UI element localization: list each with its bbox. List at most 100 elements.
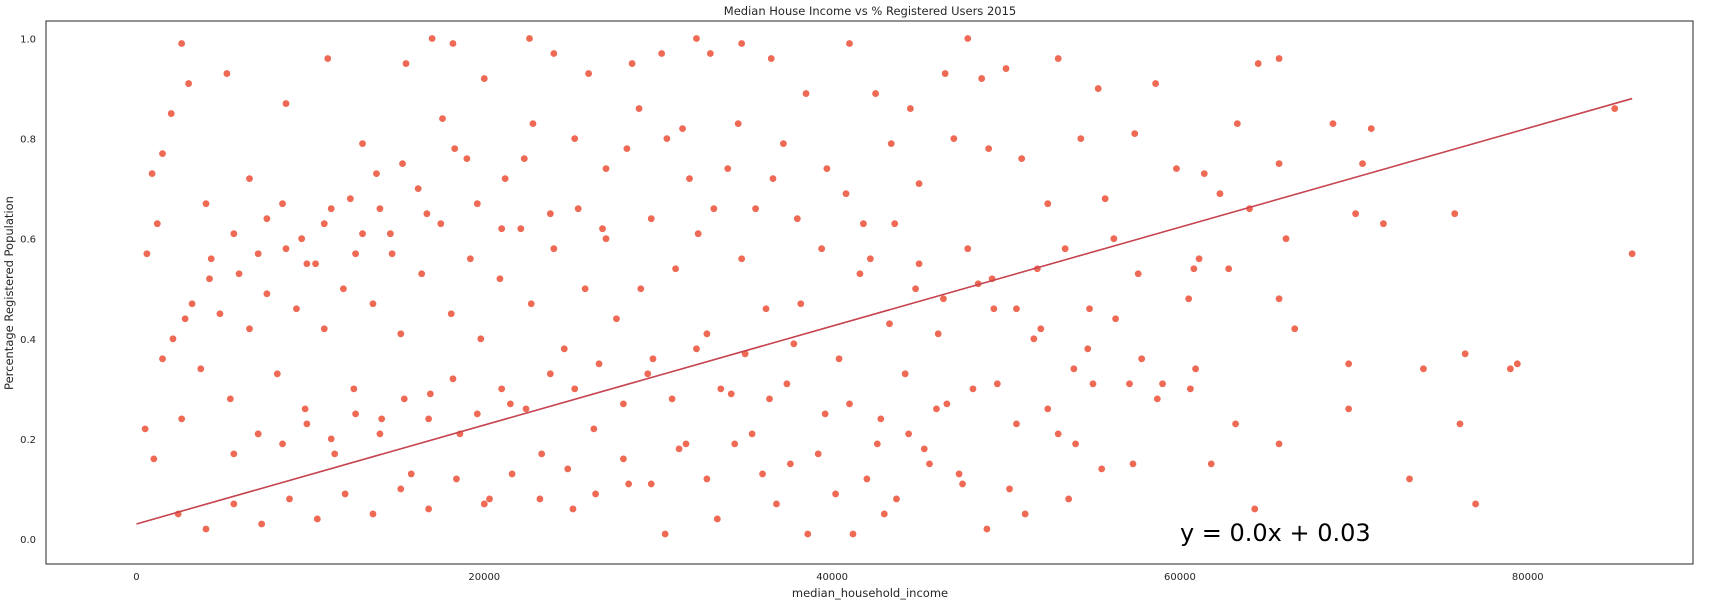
data-point bbox=[546, 210, 554, 218]
x-tick-label: 0 bbox=[133, 572, 139, 583]
data-point bbox=[298, 235, 306, 243]
data-point bbox=[169, 335, 177, 343]
data-point bbox=[178, 40, 186, 47]
data-point bbox=[602, 165, 610, 173]
data-point bbox=[498, 225, 506, 233]
data-point bbox=[846, 400, 853, 408]
data-point bbox=[1159, 380, 1166, 388]
data-point bbox=[964, 245, 972, 253]
data-point bbox=[1185, 295, 1193, 303]
data-point bbox=[303, 420, 311, 428]
data-point bbox=[1345, 360, 1353, 368]
data-point bbox=[620, 400, 627, 408]
data-point bbox=[1628, 250, 1636, 258]
data-point bbox=[1173, 165, 1180, 173]
data-point bbox=[477, 335, 485, 343]
chart-title: Median House Income vs % Registered User… bbox=[724, 4, 1016, 18]
data-point bbox=[1138, 355, 1146, 363]
data-point bbox=[1126, 380, 1133, 388]
data-point bbox=[414, 185, 422, 193]
data-point bbox=[658, 50, 666, 57]
data-point bbox=[985, 145, 993, 153]
data-point bbox=[581, 285, 589, 293]
data-point bbox=[1233, 120, 1241, 127]
data-point bbox=[1200, 170, 1208, 178]
data-point bbox=[849, 530, 857, 538]
x-tick-label: 40000 bbox=[816, 572, 848, 583]
y-tick-label: 0.2 bbox=[20, 435, 36, 446]
data-point bbox=[359, 140, 366, 148]
data-point bbox=[223, 70, 231, 77]
data-point bbox=[520, 155, 528, 163]
data-point bbox=[1044, 405, 1052, 413]
data-point bbox=[1275, 440, 1283, 448]
data-point bbox=[303, 260, 311, 268]
data-point bbox=[571, 385, 579, 393]
data-point bbox=[647, 215, 655, 223]
data-point bbox=[1101, 195, 1109, 203]
data-point bbox=[710, 205, 718, 213]
y-tick-label: 0.6 bbox=[20, 235, 36, 246]
data-point bbox=[762, 305, 770, 313]
data-point bbox=[920, 445, 928, 453]
data-point bbox=[282, 100, 290, 107]
regression-line bbox=[136, 97, 1633, 525]
data-point bbox=[293, 305, 300, 313]
regression-equation: y = 0.0x + 0.03 bbox=[1180, 519, 1371, 547]
data-point bbox=[602, 235, 610, 243]
data-point bbox=[246, 175, 253, 183]
data-point bbox=[439, 115, 446, 122]
data-point bbox=[185, 80, 193, 87]
data-point bbox=[522, 405, 530, 413]
data-point bbox=[1456, 420, 1464, 428]
data-point bbox=[529, 120, 537, 127]
data-point bbox=[141, 425, 149, 433]
data-point bbox=[263, 290, 271, 298]
y-tick-label: 0.0 bbox=[20, 535, 36, 546]
data-point bbox=[550, 245, 558, 253]
data-points bbox=[141, 35, 1636, 538]
data-point bbox=[526, 35, 533, 42]
data-point bbox=[1186, 385, 1194, 393]
data-point bbox=[282, 245, 290, 253]
data-point bbox=[1077, 135, 1085, 143]
x-tick-label: 20000 bbox=[468, 572, 500, 583]
data-point bbox=[402, 60, 410, 67]
data-point bbox=[818, 245, 826, 253]
data-point bbox=[501, 175, 509, 183]
data-point bbox=[613, 315, 620, 323]
data-point bbox=[955, 470, 963, 478]
data-point bbox=[428, 35, 436, 42]
data-point bbox=[373, 170, 380, 178]
data-point bbox=[1225, 265, 1233, 273]
data-point bbox=[783, 380, 791, 388]
data-point bbox=[486, 495, 493, 503]
data-point bbox=[872, 90, 879, 97]
data-point bbox=[1451, 210, 1459, 218]
data-point bbox=[1345, 405, 1353, 413]
data-point bbox=[1152, 80, 1159, 87]
data-point bbox=[425, 505, 433, 513]
y-axis-label: Percentage Registered Population bbox=[2, 196, 16, 390]
data-point bbox=[1021, 510, 1029, 518]
data-point bbox=[592, 490, 599, 498]
x-axis-label: median_household_income bbox=[792, 586, 948, 600]
data-point bbox=[1207, 460, 1215, 468]
data-point bbox=[856, 270, 864, 278]
data-point bbox=[480, 500, 488, 508]
data-point bbox=[893, 495, 900, 503]
data-point bbox=[230, 500, 238, 508]
data-point bbox=[399, 160, 406, 168]
data-point bbox=[498, 385, 506, 393]
data-point bbox=[418, 270, 426, 278]
data-point bbox=[1232, 420, 1239, 428]
y-tick-label: 0.4 bbox=[20, 335, 36, 346]
data-point bbox=[679, 125, 686, 132]
data-point bbox=[550, 50, 558, 57]
data-point bbox=[425, 415, 433, 423]
data-point bbox=[1054, 55, 1062, 62]
data-point bbox=[527, 300, 535, 308]
data-point bbox=[1061, 245, 1069, 253]
data-point bbox=[447, 310, 455, 318]
data-point bbox=[912, 285, 919, 293]
